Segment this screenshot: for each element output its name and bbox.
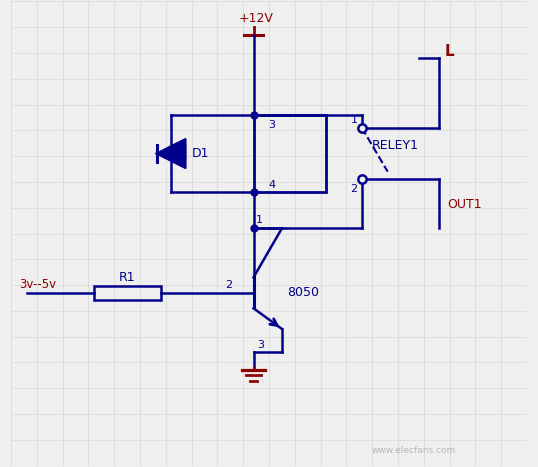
Text: 3: 3 [268,120,275,130]
Text: 8050: 8050 [287,286,319,299]
Text: 4: 4 [268,180,275,190]
Text: 2: 2 [225,280,232,290]
Text: +12V: +12V [239,12,273,25]
Bar [253,115,325,192]
Text: www.elecfans.com: www.elecfans.com [371,446,456,455]
Text: 1: 1 [256,215,263,225]
Text: 2: 2 [350,184,358,194]
Text: RELEY1: RELEY1 [372,139,419,152]
Bar [94,286,161,299]
Text: 3: 3 [258,340,265,350]
Text: D1: D1 [192,147,209,160]
Text: 3v--5v: 3v--5v [19,278,56,290]
Text: 1: 1 [350,114,357,125]
Text: OUT1: OUT1 [447,198,482,211]
Polygon shape [157,139,186,168]
Text: L: L [444,43,454,58]
Text: R1: R1 [119,271,136,284]
